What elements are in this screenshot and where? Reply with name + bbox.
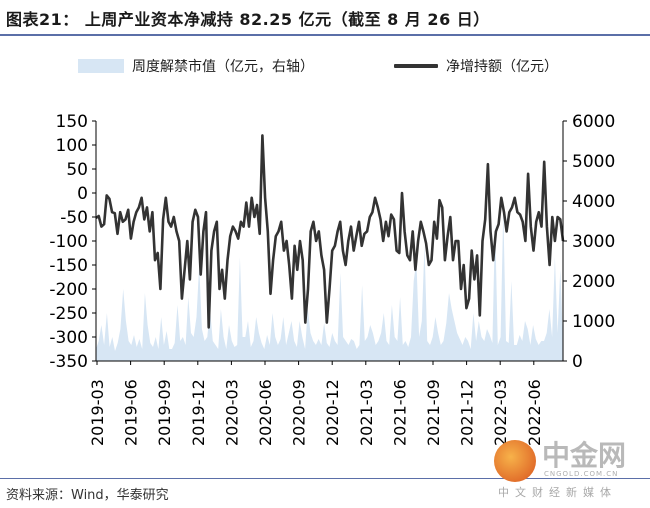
legend-label-net: 净增持额（亿元）	[446, 59, 558, 75]
source-note: 资料来源：Wind，华泰研究	[6, 488, 169, 503]
legend-label-unlock: 周度解禁市值（亿元，右轴）	[132, 59, 314, 75]
x-tick-label: 2019-09	[155, 379, 174, 446]
x-tick-label: 2021-09	[424, 379, 443, 446]
x-tick-label: 2022-03	[491, 379, 510, 446]
left-tick-label: -300	[49, 328, 88, 348]
x-tick-label: 2021-06	[390, 379, 409, 446]
chart-title: 图表21： 上周产业资本净减持 82.25 亿元（截至 8 月 26 日）	[6, 10, 490, 29]
watermark: 中金网 CNGOLD.COM.CN 中文财经新媒体	[486, 426, 636, 499]
left-tick-label: 0	[77, 184, 88, 204]
left-tick-label: -150	[49, 256, 88, 276]
title-rule	[0, 34, 650, 36]
left-tick-label: -250	[49, 304, 88, 324]
x-tick-label: 2019-06	[122, 379, 141, 446]
legend-area-swatch	[78, 59, 124, 73]
left-tick-label: 100	[56, 136, 88, 156]
right-tick-label: 1000	[572, 312, 615, 332]
x-tick-label: 2021-03	[357, 379, 376, 446]
watermark-url: CNGOLD.COM.CN	[544, 470, 619, 478]
footer-rule	[0, 478, 650, 479]
legend-item-net: 净增持额（亿元）	[394, 56, 558, 76]
x-tick-label: 2020-06	[256, 379, 275, 446]
left-tick-label: -350	[49, 352, 88, 372]
watermark-tagline: 中文财经新媒体	[498, 486, 617, 499]
right-tick-label: 2000	[572, 272, 615, 292]
left-tick-label: -100	[49, 232, 88, 252]
series-unlock-area	[96, 209, 563, 361]
series-net-line	[95, 134, 565, 329]
legend-item-unlock: 周度解禁市值（亿元，右轴）	[78, 56, 314, 76]
right-tick-label: 4000	[572, 192, 615, 212]
x-tick-label: 2020-09	[290, 379, 309, 446]
left-tick-label: -50	[60, 208, 88, 228]
watermark-logo-icon	[494, 440, 536, 482]
right-tick-label: 6000	[572, 112, 615, 132]
right-tick-label: 3000	[572, 232, 615, 252]
x-tick-label: 2019-03	[88, 379, 107, 446]
right-tick-label: 0	[572, 352, 583, 372]
x-tick-label: 2021-12	[458, 379, 477, 446]
x-tick-label: 2020-12	[323, 379, 342, 446]
watermark-name: 中金网	[542, 439, 627, 472]
right-tick-label: 5000	[572, 152, 615, 172]
left-tick-label: 50	[66, 160, 88, 180]
x-tick-label: 2019-12	[189, 379, 208, 446]
x-tick-label: 2022-06	[525, 379, 544, 446]
left-tick-label: 150	[56, 112, 88, 132]
left-tick-label: -200	[49, 280, 88, 300]
legend-line-swatch	[394, 64, 438, 68]
chart-canvas: 150 100 50 0 -50 -100 -150 -200 -250 -300 -350 6000…	[49, 112, 615, 446]
x-tick-label: 2020-03	[222, 379, 241, 446]
